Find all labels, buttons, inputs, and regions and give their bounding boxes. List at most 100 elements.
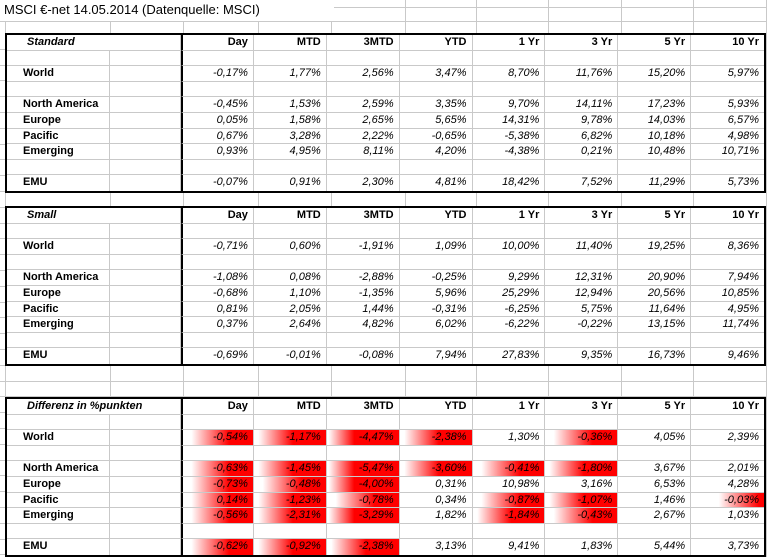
empty-cell[interactable]	[399, 254, 473, 271]
column-header[interactable]: 3 Yr	[545, 35, 619, 51]
value-cell[interactable]: 5,97%	[691, 66, 764, 82]
empty-cell[interactable]	[110, 50, 181, 67]
value-cell[interactable]: 0,93%	[181, 144, 254, 160]
empty-cell[interactable]	[110, 175, 181, 191]
row-label[interactable]: EMU	[7, 175, 110, 191]
empty-cell[interactable]	[618, 223, 692, 240]
empty-cell[interactable]	[326, 81, 400, 98]
empty-cell[interactable]	[110, 348, 181, 364]
empty-cell[interactable]	[110, 301, 181, 318]
empty-cell[interactable]	[618, 81, 692, 98]
column-header[interactable]: YTD	[399, 399, 473, 415]
empty-cell[interactable]	[110, 317, 181, 333]
column-header[interactable]: Day	[181, 208, 254, 224]
value-cell[interactable]: -0,31%	[399, 301, 473, 318]
value-cell[interactable]: -6,25%	[472, 301, 546, 318]
row-label[interactable]: North America	[7, 270, 110, 286]
column-header[interactable]: 3 Yr	[545, 399, 619, 415]
value-cell[interactable]: 0,34%	[399, 492, 473, 509]
empty-cell[interactable]	[618, 159, 692, 176]
value-cell[interactable]: 2,22%	[326, 128, 400, 145]
value-cell[interactable]: 4,20%	[399, 144, 473, 160]
empty-cell[interactable]	[181, 523, 254, 540]
value-cell[interactable]: -0,17%	[181, 66, 254, 82]
value-cell[interactable]: 0,05%	[181, 112, 254, 129]
value-cell[interactable]: 12,31%	[545, 270, 619, 286]
empty-cell[interactable]	[691, 524, 764, 540]
row-label[interactable]: EMU	[7, 539, 110, 555]
value-cell[interactable]: 11,29%	[618, 175, 692, 191]
row-label[interactable]: Europe	[7, 476, 110, 493]
value-cell[interactable]: 10,98%	[472, 476, 546, 493]
value-cell[interactable]: 20,56%	[618, 285, 692, 302]
value-cell[interactable]: 2,64%	[253, 317, 327, 333]
value-cell[interactable]: 2,65%	[326, 112, 400, 129]
empty-cell[interactable]	[253, 445, 327, 462]
value-cell[interactable]: 0,08%	[253, 270, 327, 286]
value-cell[interactable]: -0,07%	[181, 175, 254, 191]
value-cell[interactable]: 11,76%	[545, 66, 619, 82]
value-cell[interactable]: 0,81%	[181, 301, 254, 318]
empty-cell[interactable]	[399, 445, 473, 462]
empty-cell[interactable]	[110, 414, 181, 431]
value-cell[interactable]: 13,15%	[618, 317, 692, 333]
value-cell[interactable]: 18,42%	[473, 175, 546, 191]
empty-cell[interactable]	[691, 333, 764, 349]
empty-cell[interactable]	[110, 66, 181, 82]
empty-cell[interactable]	[326, 414, 400, 431]
empty-cell[interactable]	[691, 224, 764, 240]
value-cell[interactable]: 1,77%	[253, 66, 327, 82]
value-cell[interactable]: -2,31%	[253, 508, 327, 524]
row-label[interactable]: Europe	[7, 112, 110, 129]
value-cell[interactable]: 10,85%	[691, 286, 764, 302]
value-cell[interactable]: 17,23%	[618, 97, 692, 113]
value-cell[interactable]: -1,17%	[253, 430, 327, 446]
value-cell[interactable]: 5,93%	[691, 97, 764, 113]
column-header[interactable]: 5 Yr	[618, 399, 692, 415]
empty-cell[interactable]	[545, 81, 619, 98]
value-cell[interactable]: 15,20%	[618, 66, 692, 82]
value-cell[interactable]: 9,70%	[472, 97, 546, 113]
column-header[interactable]: 10 Yr	[691, 208, 764, 224]
table-title[interactable]: Small	[7, 208, 181, 224]
value-cell[interactable]: -4,00%	[326, 476, 400, 493]
empty-cell[interactable]	[7, 445, 110, 462]
empty-cell[interactable]	[472, 414, 546, 431]
value-cell[interactable]: -0,45%	[181, 97, 254, 113]
empty-cell[interactable]	[253, 50, 327, 67]
value-cell[interactable]: 1,58%	[253, 112, 327, 129]
value-cell[interactable]: -1,80%	[545, 461, 619, 477]
column-header[interactable]: 1 Yr	[472, 208, 546, 224]
empty-cell[interactable]	[326, 50, 400, 67]
value-cell[interactable]: 7,94%	[691, 270, 764, 286]
empty-cell[interactable]	[545, 223, 619, 240]
value-cell[interactable]: -1,08%	[181, 270, 254, 286]
column-header[interactable]: 3 Yr	[545, 208, 619, 224]
value-cell[interactable]: 11,40%	[545, 239, 619, 255]
column-header[interactable]: YTD	[399, 35, 473, 51]
empty-cell[interactable]	[110, 430, 181, 446]
value-cell[interactable]: 9,46%	[727, 349, 759, 362]
value-cell[interactable]: 4,95%	[253, 144, 327, 160]
empty-cell[interactable]	[399, 81, 473, 98]
empty-cell[interactable]	[691, 51, 764, 67]
empty-cell[interactable]	[7, 50, 110, 67]
empty-cell[interactable]	[110, 445, 181, 462]
empty-cell[interactable]	[181, 254, 254, 271]
value-cell[interactable]: -4,38%	[472, 144, 546, 160]
empty-cell[interactable]	[253, 254, 327, 271]
empty-cell[interactable]	[110, 270, 181, 286]
empty-cell[interactable]	[618, 523, 692, 540]
value-cell[interactable]: 2,67%	[618, 508, 692, 524]
empty-cell[interactable]	[691, 82, 764, 98]
row-label[interactable]: Emerging	[7, 508, 110, 524]
empty-cell[interactable]	[618, 254, 692, 271]
value-cell[interactable]: 4,05%	[618, 430, 692, 446]
empty-cell[interactable]	[253, 523, 327, 540]
value-cell[interactable]: -2,38%	[399, 430, 473, 446]
empty-cell[interactable]	[326, 523, 400, 540]
empty-cell[interactable]	[7, 159, 110, 176]
row-label[interactable]: World	[7, 430, 110, 446]
column-header[interactable]: YTD	[399, 208, 473, 224]
value-cell[interactable]: -0,08%	[327, 348, 400, 364]
